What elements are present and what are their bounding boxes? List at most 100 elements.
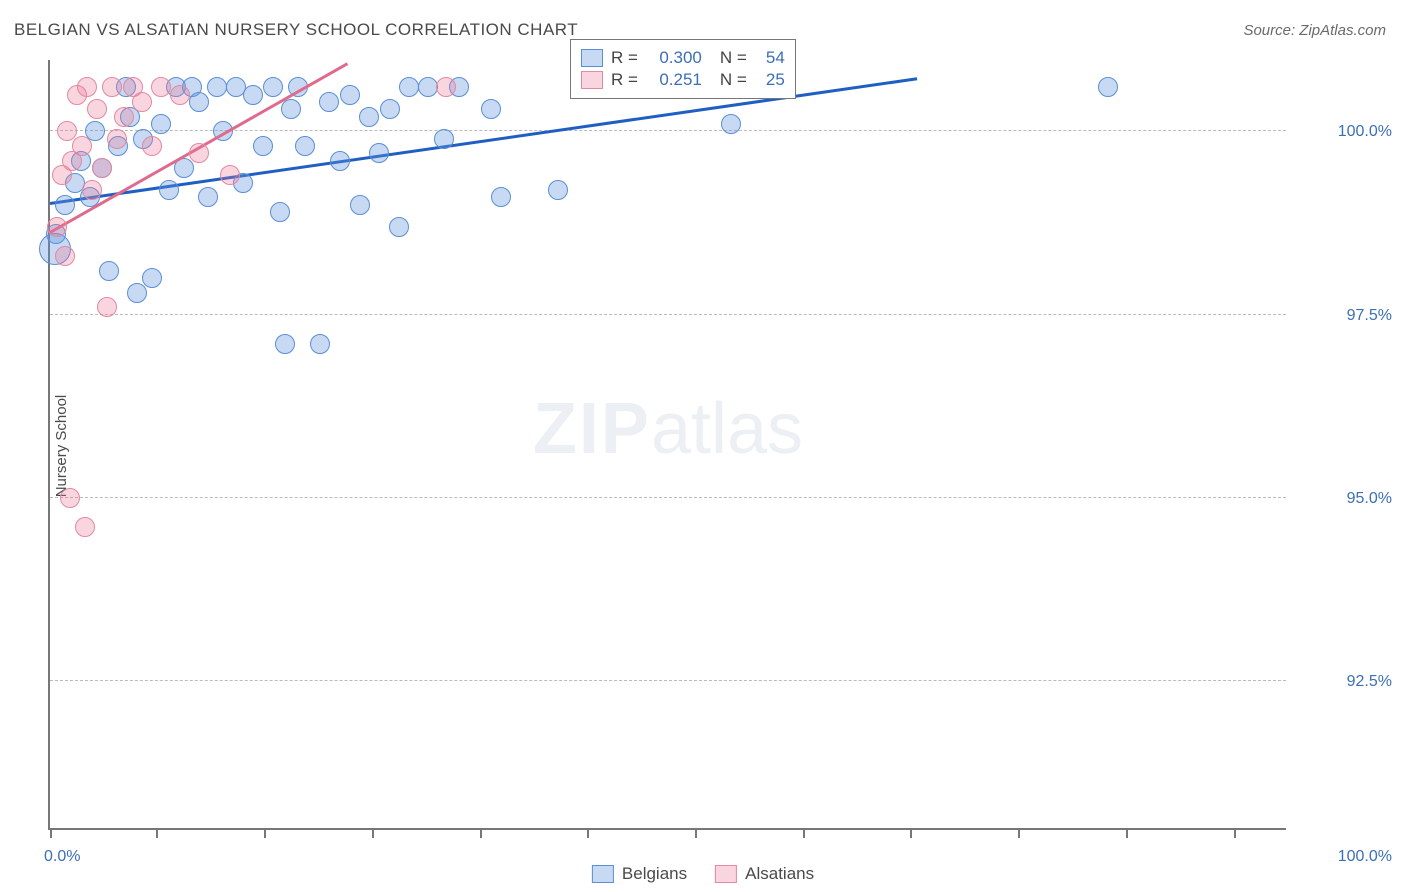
source-attribution: Source: ZipAtlas.com [1243,22,1386,39]
data-point-belgians [319,92,339,112]
data-point-belgians [275,334,295,354]
data-point-belgians [434,129,454,149]
legend-r-label: R = [611,48,638,68]
data-point-belgians [243,85,263,105]
data-point-alsatians [87,99,107,119]
x-tick [695,828,697,838]
data-point-belgians [369,143,389,163]
y-tick-label: 95.0% [1296,490,1392,508]
data-point-alsatians [55,246,75,266]
legend-swatch-icon [581,49,603,67]
legend-item-alsatians: Alsatians [715,864,814,884]
data-point-alsatians [151,77,171,97]
x-tick [372,828,374,838]
gridline [50,314,1286,315]
y-tick-label: 92.5% [1296,673,1392,691]
data-point-alsatians [97,297,117,317]
data-point-alsatians [102,77,122,97]
data-point-alsatians [82,180,102,200]
data-point-alsatians [75,517,95,537]
data-point-belgians [99,261,119,281]
data-point-belgians [380,99,400,119]
x-tick [1018,828,1020,838]
data-point-belgians [491,187,511,207]
data-point-alsatians [60,488,80,508]
y-tick-label: 97.5% [1296,307,1392,325]
gridline [50,497,1286,498]
data-point-belgians [55,195,75,215]
x-tick [1126,828,1128,838]
x-tick [264,828,266,838]
data-point-belgians [253,136,273,156]
legend-row-belgians: R = 0.300 N = 54 [581,48,785,68]
data-point-belgians [418,77,438,97]
data-point-belgians [159,180,179,200]
data-point-alsatians [92,158,112,178]
watermark-text: ZIPatlas [533,388,803,470]
legend-item-belgians: Belgians [592,864,687,884]
data-point-alsatians [142,136,162,156]
data-point-belgians [281,99,301,119]
legend-swatch-alsatians [715,865,737,883]
data-point-belgians [721,114,741,134]
data-point-belgians [295,136,315,156]
data-point-alsatians [77,77,97,97]
legend-correlation: R = 0.300 N = 54 R = 0.251 N = 25 [570,39,796,99]
x-tick [156,828,158,838]
data-point-belgians [151,114,171,134]
x-tick [1234,828,1236,838]
data-point-belgians [189,92,209,112]
data-point-alsatians [72,136,92,156]
data-point-belgians [399,77,419,97]
data-point-belgians [350,195,370,215]
x-tick [587,828,589,838]
x-tick [480,828,482,838]
data-point-alsatians [107,129,127,149]
data-point-belgians [198,187,218,207]
legend-n-label: N = [720,48,747,68]
legend-swatch-belgians [592,865,614,883]
scatter-plot-area: ZIPatlas 100.0%97.5%95.0%92.5%0.0%100.0%… [48,60,1286,830]
x-axis-min-label: 0.0% [44,848,80,866]
chart-title: BELGIAN VS ALSATIAN NURSERY SCHOOL CORRE… [14,20,578,40]
data-point-alsatians [114,107,134,127]
legend-bottom: Belgians Alsatians [592,864,814,884]
data-point-belgians [207,77,227,97]
data-point-belgians [340,85,360,105]
legend-r-value: 0.251 [646,70,702,90]
watermark-zip: ZIP [533,389,651,469]
data-point-alsatians [189,143,209,163]
legend-swatch-icon [581,71,603,89]
legend-n-value: 25 [755,70,785,90]
legend-label-belgians: Belgians [622,864,687,884]
gridline [50,680,1286,681]
data-point-belgians [330,151,350,171]
data-point-belgians [359,107,379,127]
y-tick-label: 100.0% [1296,123,1392,141]
x-tick [910,828,912,838]
x-tick [803,828,805,838]
data-point-belgians [263,77,283,97]
legend-n-label: N = [720,70,747,90]
data-point-alsatians [47,217,67,237]
data-point-alsatians [132,92,152,112]
legend-n-value: 54 [755,48,785,68]
data-point-alsatians [436,77,456,97]
gridline [50,130,1286,131]
legend-r-label: R = [611,70,638,90]
data-point-belgians [127,283,147,303]
legend-row-alsatians: R = 0.251 N = 25 [581,70,785,90]
data-point-belgians [1098,77,1118,97]
watermark-atlas: atlas [651,389,803,469]
legend-label-alsatians: Alsatians [745,864,814,884]
data-point-belgians [142,268,162,288]
data-point-alsatians [220,165,240,185]
x-axis-max-label: 100.0% [1296,848,1392,866]
legend-r-value: 0.300 [646,48,702,68]
data-point-belgians [310,334,330,354]
data-point-alsatians [170,85,190,105]
data-point-belgians [548,180,568,200]
data-point-belgians [389,217,409,237]
data-point-belgians [270,202,290,222]
data-point-belgians [481,99,501,119]
